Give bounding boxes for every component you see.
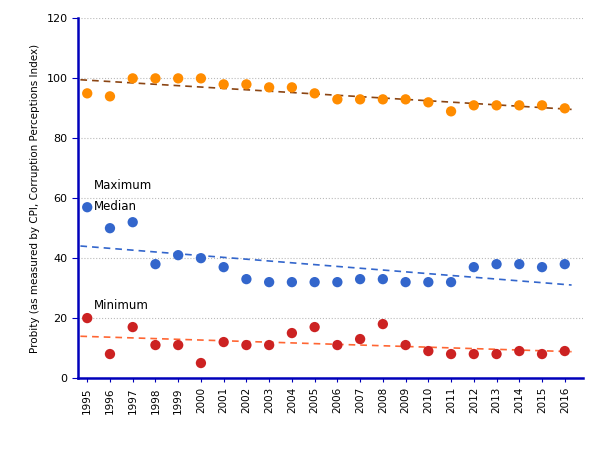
Point — [424, 99, 433, 106]
Point — [128, 324, 138, 331]
Point — [355, 336, 365, 343]
Point — [355, 96, 365, 103]
Point — [537, 350, 547, 358]
Point — [401, 278, 410, 286]
Point — [310, 89, 320, 97]
Point — [82, 204, 92, 211]
Point — [242, 81, 251, 88]
Point — [196, 360, 206, 367]
Point — [242, 341, 251, 349]
Point — [469, 102, 478, 109]
Point — [492, 260, 501, 268]
Point — [82, 89, 92, 97]
Point — [560, 260, 570, 268]
Point — [173, 341, 183, 349]
Point — [332, 278, 342, 286]
Point — [378, 320, 388, 328]
Point — [447, 350, 456, 358]
Point — [264, 278, 274, 286]
Point — [264, 84, 274, 91]
Point — [287, 329, 297, 337]
Point — [560, 348, 570, 355]
Point — [128, 219, 138, 226]
Point — [492, 350, 501, 358]
Point — [196, 75, 206, 82]
Point — [401, 96, 410, 103]
Text: Median: Median — [94, 200, 137, 213]
Point — [219, 264, 228, 271]
Point — [514, 348, 524, 355]
Point — [514, 102, 524, 109]
Point — [196, 254, 206, 262]
Point — [105, 350, 115, 358]
Point — [514, 260, 524, 268]
Point — [447, 278, 456, 286]
Point — [310, 324, 320, 331]
Point — [401, 341, 410, 349]
Point — [82, 314, 92, 322]
Point — [151, 341, 160, 349]
Point — [537, 264, 547, 271]
Point — [219, 338, 228, 346]
Point — [424, 348, 433, 355]
Point — [560, 105, 570, 112]
Point — [128, 75, 138, 82]
Point — [105, 225, 115, 232]
Point — [242, 276, 251, 283]
Point — [173, 252, 183, 259]
Point — [173, 75, 183, 82]
Text: Maximum: Maximum — [94, 179, 152, 192]
Point — [219, 81, 228, 88]
Point — [332, 341, 342, 349]
Text: Minimum: Minimum — [94, 299, 149, 312]
Point — [151, 75, 160, 82]
Point — [264, 341, 274, 349]
Point — [469, 264, 478, 271]
Point — [424, 278, 433, 286]
Point — [469, 350, 478, 358]
Y-axis label: Probity (as measured by CPI, Corruption Perceptions Index): Probity (as measured by CPI, Corruption … — [29, 44, 40, 353]
Point — [287, 84, 297, 91]
Point — [537, 102, 547, 109]
Point — [378, 96, 388, 103]
Point — [355, 276, 365, 283]
Point — [492, 102, 501, 109]
Point — [447, 108, 456, 115]
Point — [151, 260, 160, 268]
Point — [378, 276, 388, 283]
Point — [310, 278, 320, 286]
Point — [332, 96, 342, 103]
Point — [287, 278, 297, 286]
Point — [105, 93, 115, 100]
